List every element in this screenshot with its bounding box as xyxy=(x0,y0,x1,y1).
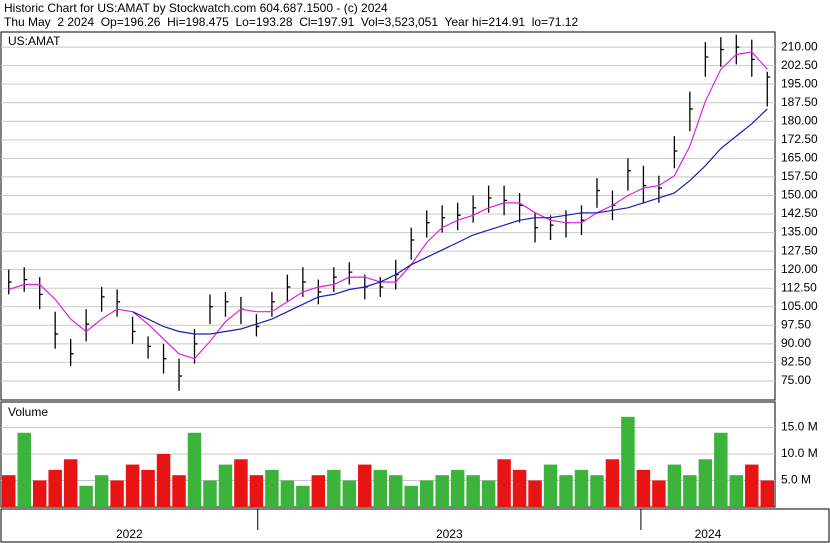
y-tick-label: 172.50 xyxy=(781,132,818,146)
y-tick-label: 90.00 xyxy=(781,336,811,350)
volume-bar xyxy=(760,480,774,507)
volume-bar xyxy=(373,469,387,507)
y-tick-label: 135.00 xyxy=(781,225,818,239)
y-tick-label: 82.50 xyxy=(781,355,811,369)
volume-bar xyxy=(63,459,78,507)
volume-bar xyxy=(450,469,465,507)
y-tick-label: 75.00 xyxy=(781,373,811,387)
volume-bar xyxy=(156,453,171,507)
y-tick-label: 97.50 xyxy=(781,317,811,331)
volume-bar xyxy=(605,459,620,507)
volume-bar xyxy=(125,464,140,507)
y-tick-label: 165.00 xyxy=(781,151,818,165)
y-tick-label: 10.0 M xyxy=(781,446,818,460)
volume-bar xyxy=(497,459,511,507)
y-tick-label: 150.00 xyxy=(781,188,818,202)
volume-bar xyxy=(714,432,728,507)
y-tick-label: 210.00 xyxy=(781,39,818,53)
volume-bar xyxy=(17,432,31,507)
volume-bar xyxy=(590,475,604,507)
y-tick-label: 127.50 xyxy=(781,243,818,257)
volume-bar xyxy=(683,475,697,507)
y-tick-label: 195.00 xyxy=(781,76,818,90)
volume-bar xyxy=(667,464,682,507)
volume-bar xyxy=(745,464,759,507)
y-tick-label: 142.50 xyxy=(781,206,818,220)
y-tick-label: 180.00 xyxy=(781,113,818,127)
y-tick-label: 5.0 M xyxy=(781,473,811,487)
volume-bar xyxy=(94,475,109,507)
volume-bar xyxy=(203,480,217,507)
volume-bar xyxy=(141,469,155,507)
volume-bar xyxy=(249,475,264,507)
volume-bar xyxy=(419,480,434,507)
volume-bar xyxy=(698,459,713,507)
x-tick-label: 2022 xyxy=(116,527,143,541)
volume-bar xyxy=(79,485,93,507)
volume-bar xyxy=(652,480,666,507)
volume-bar xyxy=(435,475,449,507)
volume-bar xyxy=(481,480,496,507)
volume-bar xyxy=(234,459,248,507)
y-tick-label: 15.0 M xyxy=(781,420,818,434)
y-tick-label: 202.50 xyxy=(781,58,818,72)
price-label: US:AMAT xyxy=(8,34,61,48)
volume-bar xyxy=(389,475,403,507)
volume-bar xyxy=(621,416,635,507)
volume-bar xyxy=(187,432,202,507)
volume-bar xyxy=(543,464,558,507)
moving-average xyxy=(8,51,768,360)
y-tick-label: 112.50 xyxy=(781,280,817,294)
volume-bar xyxy=(528,480,542,507)
y-tick-label: 120.00 xyxy=(781,262,818,276)
y-tick-label: 105.00 xyxy=(781,299,818,313)
volume-bar xyxy=(327,469,341,507)
volume-bar xyxy=(466,475,480,507)
volume-bar xyxy=(574,469,589,507)
volume-bar xyxy=(110,480,124,507)
volume-bar xyxy=(2,475,16,507)
volume-bar xyxy=(280,480,295,507)
date-frame xyxy=(0,508,830,543)
price-frame xyxy=(0,31,776,401)
volume-bar xyxy=(48,469,62,507)
header-title: Historic Chart for US:AMAT by Stockwatch… xyxy=(4,1,388,15)
header-quote: Thu May 2 2024 Op=196.26 Hi=198.475 Lo=1… xyxy=(4,15,579,29)
x-tick-label: 2024 xyxy=(695,527,722,541)
volume-bar xyxy=(512,469,527,507)
volume-bar xyxy=(296,485,310,507)
volume-bar xyxy=(358,464,372,507)
x-tick-label: 2023 xyxy=(436,527,463,541)
volume-bar xyxy=(559,475,573,507)
volume-bar xyxy=(342,480,357,507)
y-tick-label: 187.50 xyxy=(781,95,818,109)
moving-average xyxy=(132,108,768,335)
volume-bar xyxy=(636,469,651,507)
volume-bar xyxy=(32,480,47,507)
volume-bar xyxy=(311,475,326,507)
volume-bar xyxy=(172,475,186,507)
volume-bar xyxy=(729,475,744,507)
volume-label: Volume xyxy=(8,405,48,419)
volume-bar xyxy=(404,485,418,507)
y-tick-label: 157.50 xyxy=(781,169,818,183)
volume-frame xyxy=(0,401,776,508)
volume-bar xyxy=(218,464,233,507)
volume-bar xyxy=(265,469,279,507)
